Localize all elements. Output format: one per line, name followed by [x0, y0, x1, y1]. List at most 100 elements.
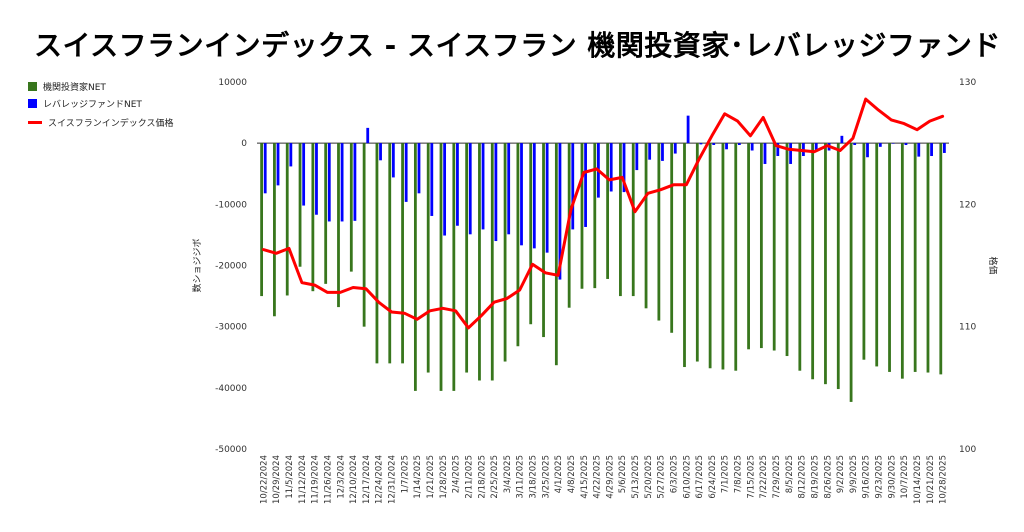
bar-institutional — [875, 143, 879, 367]
legend-label-price: スイスフランインデックス価格 — [48, 119, 174, 129]
bar-institutional — [811, 143, 815, 380]
bar-institutional — [465, 143, 469, 373]
x-tick-label: 8/5/2025 — [785, 455, 795, 493]
bar-leveraged — [904, 143, 908, 146]
bar-institutional — [836, 143, 840, 390]
bar-institutional — [939, 143, 943, 375]
legend-label-leveraged: レバレッジファンドNET — [43, 100, 142, 110]
bar-institutional — [734, 143, 738, 371]
bar-leveraged — [558, 143, 562, 280]
x-tick-label: 9/9/2025 — [849, 455, 859, 493]
bar-leveraged — [814, 143, 818, 150]
bar-institutional — [478, 143, 481, 381]
bar-institutional — [311, 143, 315, 292]
x-tick-label: 4/29/2025 — [605, 455, 615, 499]
bar-institutional — [900, 143, 904, 379]
x-tick-label: 11/26/2024 — [323, 455, 333, 504]
x-tick-label: 10/7/2025 — [900, 455, 910, 499]
bar-institutional — [593, 143, 597, 289]
bar-leveraged — [789, 143, 793, 164]
bar-leveraged — [327, 143, 331, 222]
bar-leveraged — [430, 143, 434, 216]
bar-institutional — [708, 143, 712, 369]
bar-institutional — [683, 143, 686, 368]
bar-institutional — [926, 143, 930, 373]
bar-leveraged — [391, 143, 395, 178]
bar-leveraged — [648, 143, 652, 160]
x-tick-label: 10/14/2025 — [913, 455, 923, 504]
bar-leveraged — [917, 143, 921, 157]
x-tick-label: 3/18/2025 — [529, 455, 539, 499]
legend-item-price: スイスフランインデックス価格 — [28, 116, 173, 129]
bar-leveraged — [635, 143, 639, 171]
x-tick-label: 1/7/2025 — [400, 455, 410, 493]
bar-institutional — [619, 143, 622, 297]
y-left-tick-label: -20000 — [215, 262, 247, 272]
x-tick-label: 1/21/2025 — [426, 455, 436, 499]
bar-leveraged — [622, 143, 626, 193]
x-tick-label: 4/15/2025 — [580, 455, 590, 499]
x-tick-label: 7/1/2025 — [721, 455, 731, 493]
bar-institutional — [503, 143, 507, 362]
x-tick-label: 5/6/2025 — [618, 455, 628, 493]
y-left-tick-label: -10000 — [215, 200, 247, 210]
bar-leveraged — [686, 115, 690, 144]
bar-institutional — [413, 143, 417, 391]
x-tick-label: 10/29/2024 — [272, 455, 282, 504]
x-tick-label: 5/20/2025 — [644, 455, 654, 499]
bar-institutional — [273, 143, 276, 317]
x-tick-label: 4/22/2025 — [593, 455, 603, 499]
bar-institutional — [542, 143, 545, 338]
y-right-axis-label: 格価 — [987, 256, 999, 274]
x-tick-label: 6/3/2025 — [669, 455, 679, 493]
x-tick-label: 2/18/2025 — [477, 455, 487, 499]
bar-leveraged — [699, 143, 703, 145]
bar-leveraged — [737, 143, 741, 146]
x-tick-label: 6/24/2025 — [708, 455, 718, 499]
x-tick-label: 9/30/2025 — [887, 455, 897, 499]
bar-institutional — [862, 143, 866, 360]
legend-swatch-institutional — [28, 82, 37, 91]
bar-institutional — [349, 143, 353, 272]
x-tick-label: 4/1/2025 — [554, 455, 564, 493]
bar-leveraged — [750, 143, 754, 151]
x-tick-label: 2/11/2025 — [464, 455, 474, 499]
x-tick-label: 12/17/2024 — [362, 455, 372, 504]
bar-institutional — [490, 143, 494, 381]
bar-institutional — [747, 143, 750, 350]
bar-leveraged — [673, 143, 677, 154]
bar-institutional — [580, 143, 584, 289]
bar-institutional — [631, 143, 635, 297]
bar-leveraged — [571, 143, 575, 230]
bar-institutional — [888, 143, 891, 372]
bar-institutional — [285, 143, 289, 296]
bar-leveraged — [853, 143, 857, 146]
y-left-tick-label: 0 — [241, 139, 247, 149]
x-tick-label: 11/5/2024 — [285, 455, 295, 499]
x-tick-label: 12/10/2024 — [349, 455, 359, 504]
bar-leveraged — [584, 143, 587, 227]
legend-swatch-leveraged — [28, 99, 37, 108]
bar-leveraged — [840, 135, 844, 144]
bar-leveraged — [520, 143, 523, 246]
bar-leveraged — [609, 143, 613, 192]
bar-leveraged — [417, 143, 421, 194]
x-tick-label: 6/10/2025 — [682, 455, 692, 499]
x-tick-label: 7/8/2025 — [734, 455, 744, 493]
bar-institutional — [759, 143, 763, 349]
bar-leveraged — [340, 143, 344, 222]
x-tick-label: 2/4/2025 — [452, 455, 462, 493]
x-tick-label: 5/27/2025 — [657, 455, 667, 499]
bar-leveraged — [725, 143, 728, 150]
bar-institutional — [324, 143, 328, 284]
bar-institutional — [362, 143, 366, 327]
bar-leveraged — [532, 143, 536, 249]
bar-leveraged — [776, 143, 780, 157]
bar-institutional — [337, 143, 340, 308]
x-tick-label: 10/28/2025 — [939, 455, 949, 504]
bar-leveraged — [315, 143, 318, 215]
x-tick-label: 2/25/2025 — [490, 455, 500, 499]
x-tick-label: 12/31/2024 — [388, 455, 398, 504]
y-left-tick-label: -30000 — [215, 323, 247, 333]
